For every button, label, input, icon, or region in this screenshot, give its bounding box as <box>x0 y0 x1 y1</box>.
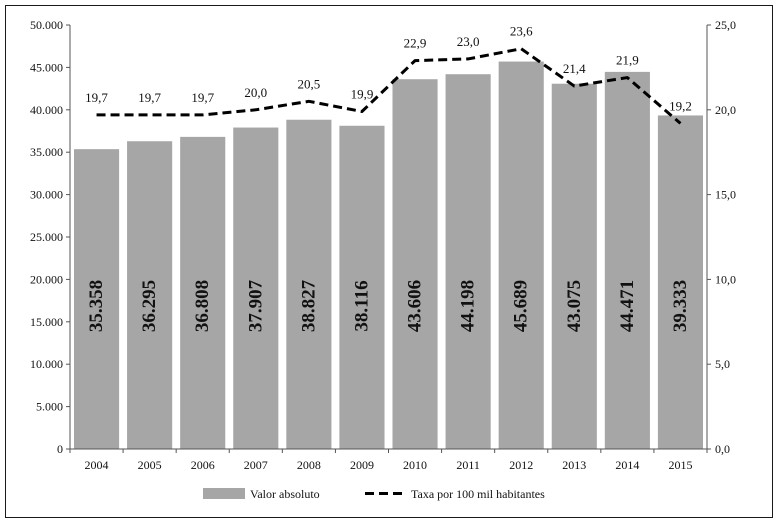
bar-value-label-2011: 44.198 <box>458 280 479 332</box>
x-tick-label-2004: 2004 <box>85 458 109 472</box>
bar-2015 <box>657 115 704 449</box>
bar-2013 <box>551 83 597 449</box>
rate-value-label-2014: 21,9 <box>616 53 639 68</box>
y-left-tick-label: 40.000 <box>30 103 63 117</box>
rate-value-label-2011: 23,0 <box>457 34 480 49</box>
bar-value-label-2006: 36.808 <box>192 280 213 332</box>
rate-value-label-2004: 19,7 <box>85 90 108 105</box>
rate-line <box>96 47 682 125</box>
x-tick-label-2014: 2014 <box>615 458 639 472</box>
bar-2011 <box>445 74 491 449</box>
bar-value-label-2013: 43.075 <box>564 280 585 332</box>
rate-value-label-2006: 19,7 <box>191 90 214 105</box>
bar-value-label-2005: 36.295 <box>139 280 160 332</box>
bar-value-label-2015: 39.333 <box>670 280 691 332</box>
bar-value-label-2004: 35.358 <box>86 280 107 332</box>
rate-value-label-2009: 19,9 <box>351 86 374 101</box>
bar-2005 <box>127 141 173 450</box>
x-tick-label-2012: 2012 <box>509 458 533 472</box>
bar-value-label-2010: 43.606 <box>405 280 426 332</box>
y-right-tick-label: 25,0 <box>715 18 736 32</box>
rate-value-label-2012: 23,6 <box>510 24 533 39</box>
bar-2012 <box>498 61 544 449</box>
legend-swatch-bar <box>203 488 245 499</box>
bar-2007 <box>233 127 279 449</box>
y-left-tick-label: 10.000 <box>30 357 63 371</box>
legend-label-bar: Valor absoluto <box>250 487 320 501</box>
y-right-tick-label: 0,0 <box>715 442 730 456</box>
x-tick-label-2010: 2010 <box>403 458 427 472</box>
bar-2010 <box>392 79 438 449</box>
rate-value-label-2007: 20,0 <box>244 85 267 100</box>
y-right-tick-label: 20,0 <box>715 103 736 117</box>
y-left-tick-label: 45.000 <box>30 60 63 74</box>
y-right-tick-label: 15,0 <box>715 188 736 202</box>
x-tick-label-2007: 2007 <box>244 458 268 472</box>
rate-value-label-2015: 19,2 <box>669 98 692 113</box>
x-tick-label-2011: 2011 <box>456 458 480 472</box>
y-left-tick-label: 5.000 <box>36 400 63 414</box>
y-left-tick-label: 0 <box>57 442 63 456</box>
bar-2014 <box>604 71 650 449</box>
rate-value-labels: 19,7 19,7 19,7 20,0 20,5 19,9 22,9 23,0 23,6 21,4… <box>85 24 692 114</box>
legend: Valor absoluto Taxa por 100 mil habitant… <box>203 487 545 501</box>
y-right-tick-label: 5,0 <box>715 357 730 371</box>
bar-2009 <box>339 125 385 450</box>
y-left-tick-label: 15.000 <box>30 315 63 329</box>
bar-value-label-2012: 45.689 <box>511 280 532 332</box>
y-left-tick-label: 30.000 <box>30 188 63 202</box>
legend-label-line: Taxa por 100 mil habitantes <box>411 487 545 501</box>
rate-value-label-2008: 20,5 <box>298 76 321 91</box>
bar-value-label-2009: 38.116 <box>351 280 372 331</box>
rate-value-label-2013: 21,4 <box>563 61 586 76</box>
bar-value-labels: 35.358 36.295 36.808 37.907 38.827 38.116 43.6… <box>86 279 691 332</box>
x-tick-label-2008: 2008 <box>297 458 321 472</box>
axes: 0 5.000 10.000 15.000 20.000 25.000 30.000 35.0… <box>30 18 736 472</box>
x-tick-label-2009: 2009 <box>350 458 374 472</box>
bar-series <box>73 61 704 450</box>
y-right-tick-label: 10,0 <box>715 272 736 286</box>
bar-value-label-2014: 44.471 <box>617 280 638 332</box>
y-left-tick-label: 50.000 <box>30 18 63 32</box>
y-left-tick-label: 20.000 <box>30 272 63 286</box>
rate-value-label-2010: 22,9 <box>404 36 427 51</box>
rate-value-label-2005: 19,7 <box>138 90 161 105</box>
y-left-tick-label: 35.000 <box>30 145 63 159</box>
bar-2006 <box>180 136 226 449</box>
x-tick-label-2013: 2013 <box>562 458 586 472</box>
x-tick-label-2015: 2015 <box>668 458 692 472</box>
x-tick-label-2006: 2006 <box>191 458 215 472</box>
bar-2008 <box>286 119 332 449</box>
bar-value-label-2008: 38.827 <box>298 279 319 332</box>
bar-value-label-2007: 37.907 <box>245 279 266 332</box>
rate-line-series <box>96 47 682 125</box>
bar-2004 <box>73 149 120 449</box>
y-left-tick-label: 25.000 <box>30 230 63 244</box>
x-tick-label-2005: 2005 <box>138 458 162 472</box>
